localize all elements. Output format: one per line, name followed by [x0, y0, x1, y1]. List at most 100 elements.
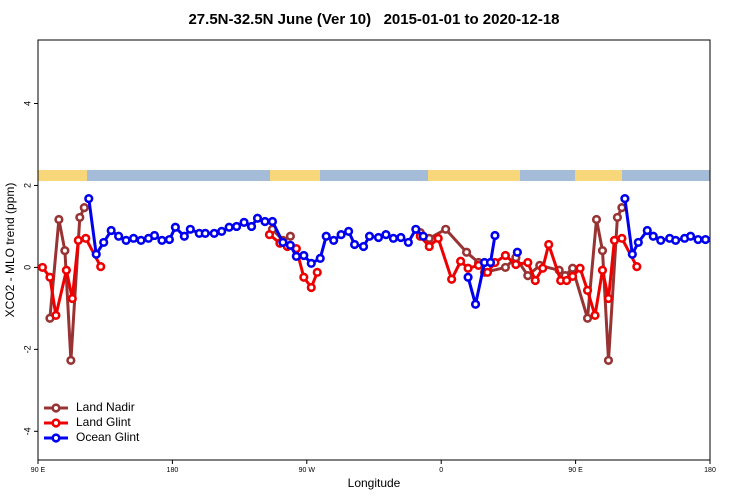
data-point: [538, 263, 548, 273]
data-point: [54, 214, 64, 225]
data-point: [299, 250, 309, 261]
data-point: [568, 271, 578, 282]
data-point: [114, 231, 124, 241]
data-point: [67, 293, 77, 304]
data-point: [603, 355, 614, 366]
data-point: [603, 293, 614, 304]
x-axis-label: Longitude: [348, 476, 401, 490]
data-point: [164, 234, 175, 245]
data-point: [388, 233, 399, 243]
data-point: [463, 272, 473, 282]
x-tick-label: 90 E: [31, 467, 46, 474]
data-point: [523, 271, 533, 281]
data-point: [568, 263, 578, 273]
data-point: [441, 224, 451, 234]
data-point: [447, 274, 457, 284]
y-tick-label: -2: [22, 345, 32, 353]
data-point: [671, 235, 681, 245]
data-point: [285, 240, 295, 250]
data-point: [627, 249, 637, 259]
data-point: [96, 261, 106, 272]
y-tick-label: 0: [22, 265, 32, 270]
data-point: [128, 233, 139, 243]
data-point: [45, 272, 55, 282]
x-tick-label: 90 W: [299, 467, 316, 474]
data-point: [232, 221, 242, 232]
data-point: [685, 231, 696, 241]
data-point: [381, 230, 391, 240]
data-point: [597, 246, 608, 256]
x-tick-label: 0: [439, 467, 443, 474]
data-point: [700, 234, 711, 245]
data-point: [336, 230, 346, 240]
legend-label: Land Glint: [76, 415, 131, 429]
data-point: [73, 235, 83, 245]
data-point: [500, 262, 511, 273]
data-point: [299, 272, 309, 282]
data-point: [403, 237, 413, 248]
data-point: [591, 214, 602, 225]
data-point: [264, 230, 275, 240]
data-point: [106, 225, 116, 236]
data-point: [91, 249, 101, 259]
data-point: [60, 246, 70, 256]
land-strip: [428, 170, 520, 181]
data-point: [75, 212, 85, 223]
data-point: [121, 235, 131, 245]
data-point: [620, 193, 630, 204]
data-point: [306, 282, 316, 293]
data-point: [315, 253, 325, 263]
data-point: [642, 225, 652, 236]
data-point: [582, 285, 593, 295]
data-point: [239, 217, 249, 227]
data-point: [461, 247, 472, 257]
data-point: [358, 241, 369, 252]
data-point: [617, 202, 627, 213]
data-point: [463, 263, 473, 273]
data-point: [81, 233, 91, 243]
land-strip: [575, 170, 622, 181]
data-point: [306, 258, 316, 268]
data-point: [321, 231, 331, 241]
ocean-strip: [38, 170, 710, 181]
data-point: [575, 263, 585, 273]
data-point: [157, 235, 167, 245]
data-point: [485, 257, 496, 268]
data-point: [260, 216, 270, 227]
data-point: [411, 224, 421, 234]
data-point: [490, 230, 500, 241]
data-point: [500, 250, 511, 261]
data-point: [590, 310, 600, 320]
data-point: [433, 233, 443, 243]
y-tick-label: -4: [22, 427, 32, 435]
data-point: [179, 231, 189, 241]
plot-frame: [37, 39, 711, 461]
data-point: [51, 310, 61, 320]
data-point: [344, 226, 354, 236]
data-point: [396, 232, 406, 243]
data-point: [523, 257, 533, 268]
data-point: [693, 234, 703, 245]
data-point: [224, 222, 234, 232]
data-point: [612, 212, 623, 223]
data-point: [246, 221, 257, 232]
data-point: [149, 230, 160, 241]
data-point: [200, 228, 210, 239]
land-strip: [38, 170, 87, 181]
data-point: [512, 247, 522, 257]
data-point: [84, 193, 94, 204]
data-point: [217, 226, 227, 236]
data-point: [373, 232, 384, 243]
data-point: [37, 262, 48, 273]
data-point: [530, 275, 540, 286]
data-point: [252, 213, 263, 223]
legend-marker: [51, 403, 61, 413]
data-point: [456, 256, 466, 266]
legend-label: Ocean Glint: [76, 430, 140, 444]
data-point: [349, 239, 360, 250]
data-point: [66, 355, 76, 366]
data-point: [312, 267, 322, 277]
data-point: [424, 241, 434, 252]
data-point: [291, 251, 301, 261]
